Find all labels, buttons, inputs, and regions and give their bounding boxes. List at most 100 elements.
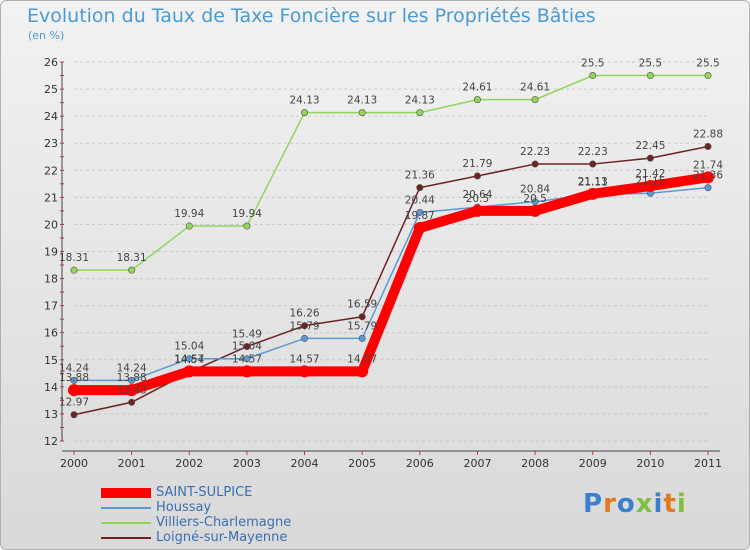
data-point (128, 376, 136, 384)
data-point (416, 109, 424, 117)
data-point (473, 172, 481, 180)
point-labels: 18.31 18.31 19.94 19.94 24.13 24.13 24.13 24.61… (59, 58, 723, 409)
data-label: 13.43 (117, 384, 147, 396)
x-tick-label: 2007 (463, 457, 491, 470)
logo-letter: i (676, 489, 687, 519)
x-tick-label: 2011 (694, 457, 722, 470)
data-point (646, 154, 654, 162)
data-point (416, 209, 424, 217)
data-label: 25.5 (639, 58, 662, 70)
x-tick-label: 2003 (233, 457, 261, 470)
logo-letter: i (653, 489, 664, 519)
data-label: 24.61 (462, 82, 492, 94)
x-tick-label: 2004 (291, 457, 319, 470)
x-tick-label: 2006 (406, 457, 434, 470)
data-point (243, 222, 251, 230)
data-point (531, 198, 539, 206)
data-label: 22.45 (635, 140, 665, 152)
data-label: 24.13 (347, 95, 377, 107)
data-label: 20.64 (462, 189, 492, 201)
y-tick-label: 22 (44, 164, 58, 177)
data-point (128, 266, 136, 274)
data-label: 19.87 (405, 210, 435, 222)
x-tick-label: 2005 (348, 457, 376, 470)
data-point (704, 142, 712, 150)
data-point (471, 204, 484, 217)
y-tick-label: 19 (44, 246, 58, 259)
data-label: 15.04 (232, 341, 262, 353)
data-point (185, 355, 193, 363)
data-point (301, 334, 309, 342)
y-tick-label: 24 (44, 110, 58, 123)
data-label: 18.31 (117, 252, 147, 264)
y-tick-label: 12 (44, 435, 58, 448)
data-label: 20.84 (520, 184, 550, 196)
data-label: 14.57 (174, 353, 204, 365)
data-label: 19.94 (232, 208, 262, 220)
x-tick-label: 2000 (60, 457, 88, 470)
data-label: 20.44 (405, 195, 435, 207)
data-label: 18.31 (59, 252, 89, 264)
data-point (301, 109, 309, 117)
data-label: 14.24 (117, 362, 147, 374)
series-lines (68, 72, 714, 419)
data-label: 15.49 (232, 329, 262, 341)
legend-label: Villiers-Charlemagne (156, 515, 292, 530)
data-point (70, 411, 78, 419)
data-label: 16.59 (347, 299, 377, 311)
legend-swatch (101, 507, 151, 509)
y-tick-label: 20 (44, 218, 58, 231)
data-label: 22.88 (693, 128, 723, 140)
y-tick-label: 23 (44, 137, 58, 150)
data-point (358, 334, 366, 342)
data-point (240, 365, 253, 378)
data-point (301, 322, 309, 330)
data-point (358, 109, 366, 117)
data-label: 21.13 (578, 176, 608, 188)
data-label: 22.23 (578, 146, 608, 158)
data-point (70, 376, 78, 384)
data-label: 24.61 (520, 82, 550, 94)
data-point (416, 184, 424, 192)
data-label: 14.57 (347, 353, 377, 365)
logo-letter: r (603, 489, 617, 519)
data-point (704, 184, 712, 192)
y-tick-label: 14 (44, 381, 58, 394)
data-label: 13.88 (59, 372, 89, 384)
y-tick-label: 13 (44, 408, 58, 421)
data-label: 21.11 (578, 176, 608, 188)
data-label: 19.94 (174, 208, 204, 220)
data-point (589, 160, 597, 168)
data-point (128, 398, 136, 406)
x-tick-label: 2009 (579, 457, 607, 470)
data-label: 14.24 (59, 362, 89, 374)
legend-label: Houssay (156, 500, 212, 515)
data-label: 24.13 (405, 95, 435, 107)
data-label: 15.04 (174, 341, 204, 353)
data-label: 21.74 (693, 159, 723, 171)
data-label: 21.79 (462, 158, 492, 170)
legend-swatch (101, 488, 151, 498)
x-tick-label: 2002 (175, 457, 203, 470)
data-label: 21.36 (693, 170, 723, 182)
data-point (243, 343, 251, 351)
y-tick-label: 16 (44, 327, 58, 340)
chart-title: Evolution du Taux de Taxe Foncière sur l… (27, 5, 596, 27)
legend-label: SAINT-SULPICE (156, 485, 253, 500)
x-tick-label: 2010 (636, 457, 664, 470)
data-point (473, 96, 481, 104)
data-point (68, 384, 80, 397)
data-label: 25.5 (581, 58, 604, 70)
x-tick-label: 2008 (521, 457, 549, 470)
x-tick-label: 2001 (118, 457, 146, 470)
data-label: 20.5 (523, 193, 546, 205)
data-point (298, 365, 311, 378)
data-label: 20.5 (466, 193, 489, 205)
data-label: 14.57 (290, 353, 320, 365)
data-point (704, 72, 712, 80)
data-label: 12.97 (59, 397, 89, 409)
data-point (589, 72, 597, 80)
legend-swatch (101, 522, 151, 524)
y-tick-label: 15 (44, 354, 58, 367)
data-label: 21.36 (405, 170, 435, 182)
